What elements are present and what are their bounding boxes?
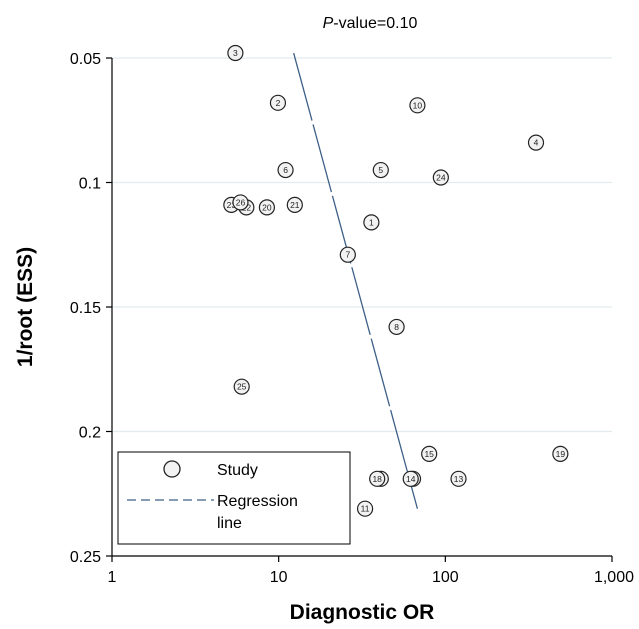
study-label: 11 xyxy=(361,504,370,514)
study-marker xyxy=(372,161,389,179)
study-label: 5 xyxy=(378,165,383,175)
study-point-2: 2 xyxy=(269,94,287,111)
y-tick-label: 0.15 xyxy=(70,300,101,317)
regression-series xyxy=(293,52,419,509)
study-label: 2 xyxy=(276,98,281,108)
x-tick-label: 10 xyxy=(270,569,288,586)
study-label: 26 xyxy=(236,197,246,207)
study-marker xyxy=(552,445,569,463)
study-label: 8 xyxy=(394,322,399,332)
title-p-symbol: P xyxy=(323,15,334,32)
study-marker xyxy=(258,199,276,216)
study-point-21: 21 xyxy=(286,196,303,214)
study-marker xyxy=(277,161,294,179)
legend-regression-label-line1: Regression xyxy=(217,493,298,510)
study-label: 13 xyxy=(454,474,464,484)
study-marker xyxy=(227,44,244,62)
study-marker xyxy=(388,318,405,336)
study-marker xyxy=(527,134,545,151)
study-point-5: 5 xyxy=(372,161,389,179)
legend-regression-label-2: line xyxy=(217,515,242,532)
study-point-1: 1 xyxy=(363,214,380,231)
study-point-19: 19 xyxy=(552,445,569,463)
study-label: 1 xyxy=(369,217,374,227)
x-tick-label: 100 xyxy=(432,569,459,586)
study-marker xyxy=(432,169,449,186)
study-label: 4 xyxy=(534,138,539,148)
y-axis-ticks: 0.05 0.1 0.15 0.2 0.25 xyxy=(70,51,112,566)
chart-title: P-value=0.10 xyxy=(323,15,418,32)
x-axis-title: Diagnostic OR xyxy=(290,601,435,624)
regression-line xyxy=(293,52,419,509)
study-point-11: 11 xyxy=(356,500,374,517)
study-marker xyxy=(356,500,374,517)
y-tick-label: 0.1 xyxy=(79,176,101,193)
study-label: 3 xyxy=(233,48,238,58)
study-label: 15 xyxy=(424,449,434,459)
study-point-13: 13 xyxy=(450,470,467,487)
legend: Study Regression line xyxy=(117,451,351,545)
study-label: 10 xyxy=(413,100,423,110)
study-label: 21 xyxy=(290,200,300,210)
legend-study-label: Study xyxy=(217,462,258,479)
study-label: 19 xyxy=(556,449,566,459)
study-label: 25 xyxy=(237,382,247,392)
study-label: 20 xyxy=(262,202,272,212)
study-marker xyxy=(409,97,426,114)
study-label: 7 xyxy=(345,250,350,260)
study-marker xyxy=(269,94,287,111)
study-marker xyxy=(402,470,419,487)
study-marker xyxy=(363,214,380,231)
study-point-15: 15 xyxy=(421,445,438,463)
study-marker xyxy=(232,194,249,211)
study-point-7: 7 xyxy=(339,246,356,263)
study-marker xyxy=(233,378,250,395)
study-label: 6 xyxy=(283,165,288,175)
study-points: 1234567810111213141516181920212223242526 xyxy=(223,44,569,517)
study-point-25: 25 xyxy=(233,378,250,395)
x-tick-label: 1,000 xyxy=(594,569,634,586)
study-marker xyxy=(369,470,386,487)
study-marker xyxy=(450,470,467,487)
study-point-10: 10 xyxy=(409,97,426,114)
x-tick-label: 1 xyxy=(108,569,117,586)
legend-box xyxy=(117,451,351,545)
study-marker xyxy=(421,445,438,463)
study-label: 24 xyxy=(436,173,446,183)
study-label: 14 xyxy=(406,474,416,484)
x-axis-ticks: 1 10 100 1,000 xyxy=(108,556,634,586)
y-tick-label: 0.2 xyxy=(79,425,101,442)
study-label: 23 xyxy=(227,200,237,210)
study-point-8: 8 xyxy=(388,318,405,336)
study-point-14: 14 xyxy=(402,470,419,487)
legend-regression-label: Regression xyxy=(217,493,298,510)
study-point-24: 24 xyxy=(432,169,449,186)
title-value: -value=0.10 xyxy=(333,15,417,32)
legend-study-marker xyxy=(163,460,181,478)
y-tick-label: 0.25 xyxy=(70,549,101,566)
study-marker xyxy=(339,246,356,263)
legend-regression-label-line2: line xyxy=(217,515,242,532)
study-point-20: 20 xyxy=(258,199,276,216)
y-axis-title: 1/root (ESS) xyxy=(14,247,37,367)
study-point-26: 26 xyxy=(232,194,249,211)
study-point-6: 6 xyxy=(277,161,294,179)
study-point-4: 4 xyxy=(527,134,545,151)
study-label: 18 xyxy=(372,474,382,484)
study-marker xyxy=(286,196,303,214)
study-point-18: 18 xyxy=(369,470,386,487)
study-point-3: 3 xyxy=(227,44,244,62)
grid-lines xyxy=(112,57,612,433)
y-tick-label: 0.05 xyxy=(70,51,101,68)
